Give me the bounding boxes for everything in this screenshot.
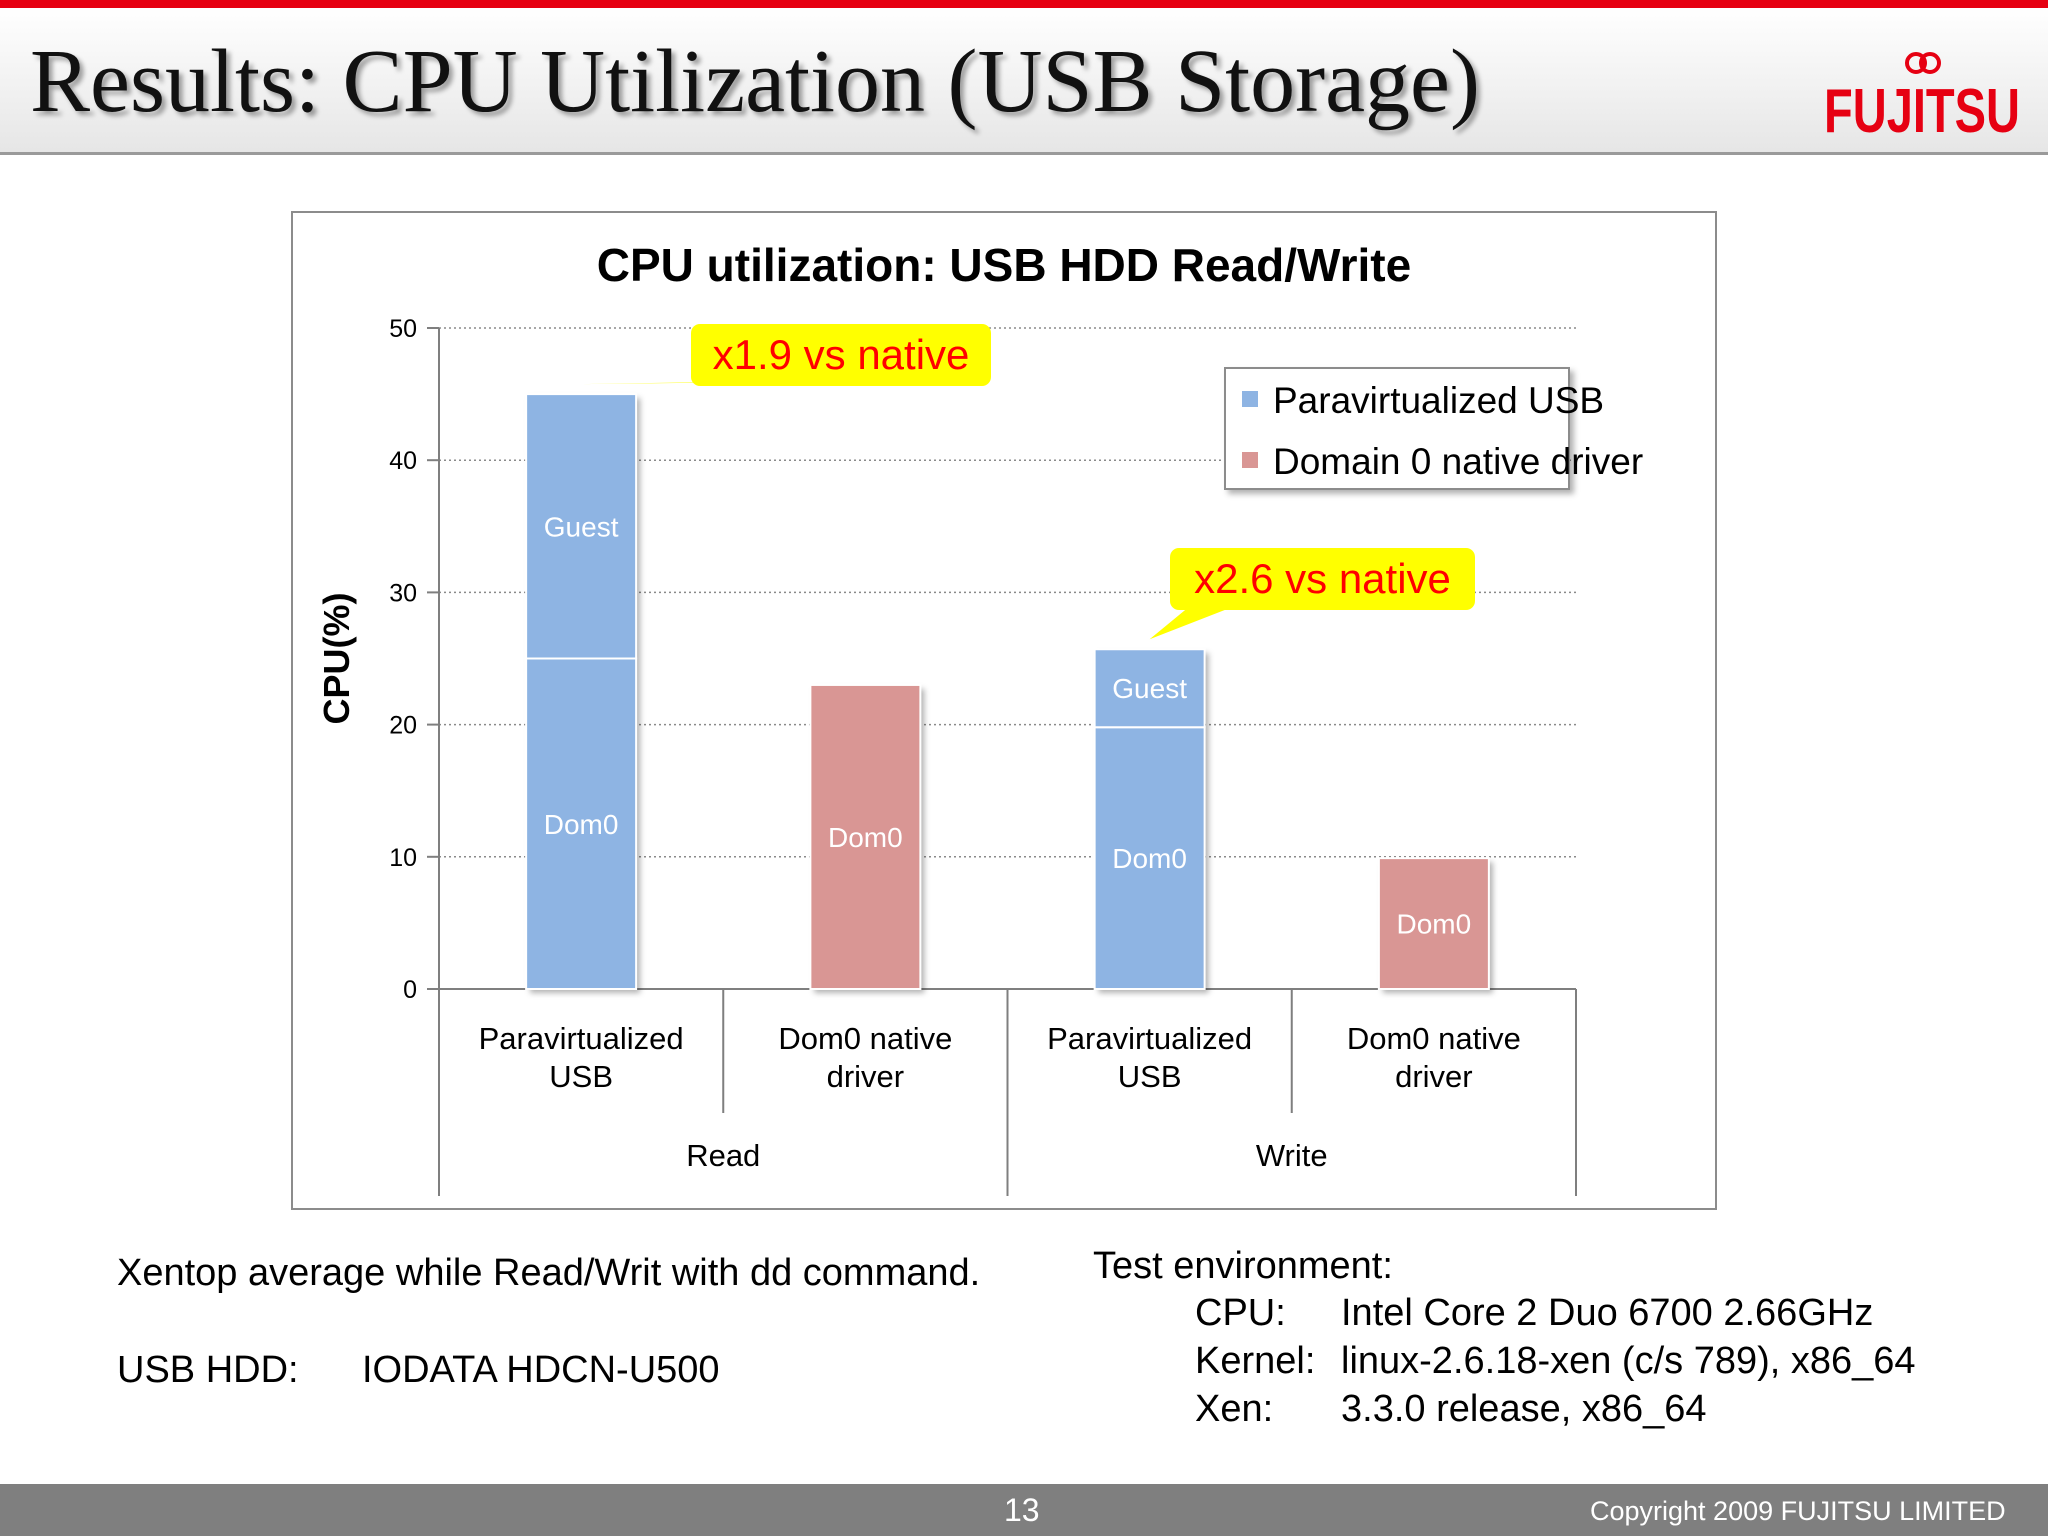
slide-header: Results: CPU Utilization (USB Storage) F… <box>0 8 2048 155</box>
env-xen-value: 3.3.0 release, x86_64 <box>1341 1388 1707 1430</box>
category-label: Dom0 native <box>1347 1021 1521 1056</box>
fujitsu-logo: FUJITSU <box>1824 52 2020 142</box>
env-xen-key: Xen: <box>1195 1388 1274 1430</box>
env-kernel-key: Kernel: <box>1195 1340 1316 1382</box>
category-label: Paravirtualized <box>479 1021 684 1056</box>
y-tick-label: 30 <box>389 579 417 607</box>
category-label: driver <box>1395 1059 1473 1094</box>
y-tick-label: 50 <box>389 315 417 343</box>
xentop-note: Xentop average while Read/Writ with dd c… <box>117 1252 981 1294</box>
y-axis-label: CPU(%) <box>316 593 357 725</box>
bar-segment <box>1377 857 1490 991</box>
y-tick-label: 0 <box>403 976 417 1004</box>
bar-segment <box>525 393 638 660</box>
y-tick-label: 10 <box>389 844 417 872</box>
segment-label: Guest <box>1112 673 1187 704</box>
env-cpu-value: Intel Core 2 Duo 6700 2.66GHz <box>1341 1292 1874 1334</box>
y-tick-label: 40 <box>389 447 417 475</box>
bar-segment <box>1093 726 1206 991</box>
category-label: driver <box>827 1059 905 1094</box>
env-cpu-key: CPU: <box>1195 1292 1286 1334</box>
segment-label: Dom0 <box>1112 843 1187 874</box>
legend-box <box>1224 367 1570 490</box>
bar-segment <box>525 657 638 990</box>
env-kernel-value: linux-2.6.18-xen (c/s 789), x86_64 <box>1341 1340 1916 1382</box>
copyright-text: Copyright 2009 FUJITSU LIMITED <box>1590 1496 2006 1526</box>
chart-title: CPU utilization: USB HDD Read/Write <box>597 239 1411 291</box>
slide-title: Results: CPU Utilization (USB Storage) <box>30 32 1480 131</box>
legend-label: Paravirtualized USB <box>1273 380 1604 421</box>
test-env-title: Test environment: <box>1093 1245 1393 1287</box>
legend-swatch <box>1242 391 1258 407</box>
segment-label: Dom0 <box>544 809 619 840</box>
category-label: USB <box>549 1059 613 1094</box>
segment-label: Dom0 <box>828 822 903 853</box>
slide-footer: 13 Copyright 2009 FUJITSU LIMITED <box>0 1484 2048 1536</box>
usb-hdd-value: IODATA HDCN-U500 <box>362 1349 720 1391</box>
group-label: Read <box>686 1138 760 1173</box>
callout-box <box>691 324 991 386</box>
segment-label: Dom0 <box>1397 909 1472 940</box>
usb-hdd-label: USB HDD: <box>117 1349 299 1391</box>
callout-pointer <box>1149 606 1235 640</box>
callout-text: x2.6 vs native <box>1194 555 1451 602</box>
category-label: Paravirtualized <box>1047 1021 1252 1056</box>
legend-swatch <box>1242 452 1258 468</box>
chart-container: CPU utilization: USB HDD Read/Write 0 10 20… <box>291 211 1717 1210</box>
svg-text:FUJITSU: FUJITSU <box>1824 77 2020 142</box>
callout-text: x1.9 vs native <box>713 331 970 378</box>
bar-segment <box>809 683 922 990</box>
cpu-utilization-chart: CPU utilization: USB HDD Read/Write 0 10 20… <box>316 239 1643 1196</box>
group-label: Write <box>1256 1138 1328 1173</box>
y-tick-label: 20 <box>389 712 417 740</box>
callout-box <box>1170 548 1475 610</box>
bar-segment <box>1093 648 1206 729</box>
legend-label: Domain 0 native driver <box>1273 441 1643 482</box>
page-number: 13 <box>1004 1492 1040 1528</box>
segment-label: Guest <box>544 511 619 542</box>
category-label: USB <box>1118 1059 1182 1094</box>
top-accent-line <box>0 0 2048 8</box>
category-label: Dom0 native <box>778 1021 952 1056</box>
